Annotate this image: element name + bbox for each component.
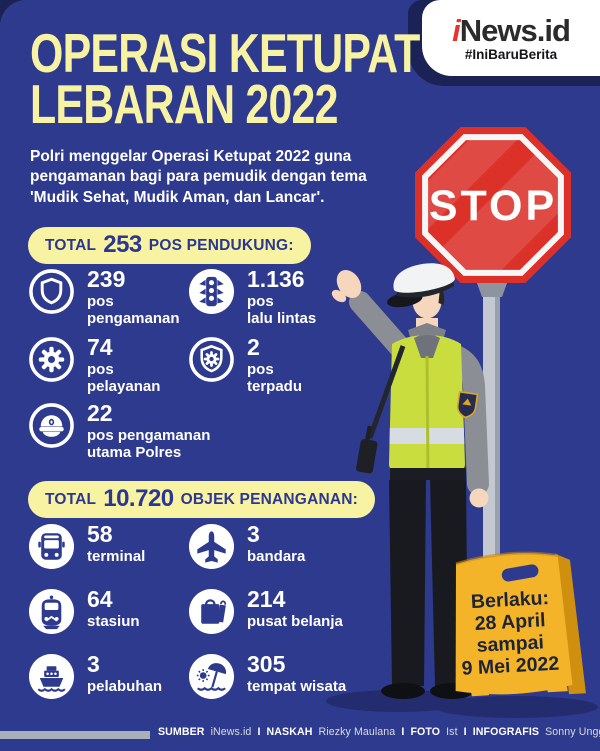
stat-label: pos terpadu (247, 361, 303, 395)
stat-tempat-wisata: 305 tempat wisata (188, 653, 346, 700)
logo-tagline: #IniBaruBerita (464, 46, 558, 62)
stat-value: 58 (87, 521, 113, 547)
inews-logo: iNews.id (452, 12, 571, 48)
credit-value: iNews.id (210, 726, 252, 738)
footer-credits: SUMBER iNews.id I NASKAH Riezky Maulana … (158, 726, 600, 738)
stat-label: bandara (247, 548, 306, 565)
gear-icon (28, 336, 75, 383)
stat-value: 3 (87, 651, 100, 677)
stat-value: 214 (247, 586, 286, 612)
credit-separator: I (463, 726, 467, 738)
stat-label: stasiun (87, 613, 140, 630)
support-posts-badge: TOTAL 253 POS PENDUKUNG: (28, 227, 311, 264)
stat-pos-terpadu: 2 pos terpadu (188, 336, 302, 396)
stat-label: pos pengamanan (87, 293, 180, 327)
page-title: OPERASI KETUPAT LEBARAN 2022 (30, 22, 529, 135)
badge-value: 253 (103, 230, 142, 258)
credit-label: NASKAH (266, 726, 313, 738)
inews-logo-card: iNews.id #IniBaruBerita (422, 0, 600, 76)
stat-value: 1.136 (247, 266, 305, 292)
stat-value: 2 (247, 334, 260, 360)
credit-value: Sonny Unggara (545, 726, 600, 738)
stat-pelabuhan: 3 pelabuhan (28, 653, 162, 700)
badge-suffix: OBJEK PENANGANAN: (180, 490, 358, 508)
traffic-light-icon (188, 268, 235, 315)
badge-prefix: TOTAL (45, 236, 97, 254)
stat-pusat-belanja: 214 pusat belanja (188, 588, 343, 635)
ship-icon (28, 653, 75, 700)
stat-label: pelabuhan (87, 678, 163, 695)
badge-prefix: TOTAL (45, 490, 97, 508)
handling-objects-badge: TOTAL 10.720 OBJEK PENANGANAN: (28, 481, 375, 518)
shield-gear-icon (188, 336, 235, 383)
footer-divider-bar (0, 731, 150, 739)
stat-pos-pengamanan: 239 pos pengamanan (28, 268, 180, 328)
police-hat-icon (28, 402, 75, 449)
train-icon (28, 588, 75, 635)
title-line-1: OPERASI KETUPAT (30, 22, 420, 84)
stat-stasiun: 64 stasiun (28, 588, 140, 635)
credit-value: Ist (446, 726, 458, 738)
shopping-bag-icon (188, 588, 235, 635)
stat-label: pos pengamanan utama Polres (87, 427, 211, 461)
stat-bandara: 3 bandara (188, 523, 305, 570)
stat-label: pusat belanja (247, 613, 343, 630)
bus-icon (28, 523, 75, 570)
beach-icon (188, 653, 235, 700)
stat-pos-lalu-lintas: 1.136 pos lalu lintas (188, 268, 316, 328)
stat-pos-pengamanan-utama: 22 pos pengamanan utama Polres (28, 402, 210, 462)
stat-value: 22 (87, 400, 113, 426)
stat-value: 239 (87, 266, 126, 292)
stat-value: 64 (87, 586, 113, 612)
stat-label: pos pelayanan (87, 361, 161, 395)
plane-icon (188, 523, 235, 570)
credit-separator: I (257, 726, 261, 738)
badge-value: 10.720 (103, 484, 174, 512)
stat-value: 305 (247, 651, 286, 677)
credit-separator: I (401, 726, 405, 738)
stat-pos-pelayanan: 74 pos pelayanan (28, 336, 160, 396)
title-line-2: LEBARAN 2022 (30, 72, 339, 135)
badge-suffix: POS PENDUKUNG: (148, 236, 294, 254)
shield-icon (28, 268, 75, 315)
stat-terminal: 58 terminal (28, 523, 145, 570)
stat-value: 3 (247, 521, 260, 547)
stat-label: pos lalu lintas (247, 293, 317, 327)
stat-label: tempat wisata (247, 678, 347, 695)
credit-label: SUMBER (158, 726, 205, 738)
credit-value: Riezky Maulana (318, 726, 396, 738)
intro-text: Polri menggelar Operasi Ketupat 2022 gun… (30, 148, 367, 206)
credit-label: INFOGRAFIS (472, 726, 540, 738)
stat-value: 74 (87, 334, 113, 360)
credit-label: FOTO (410, 726, 441, 738)
stat-label: terminal (87, 548, 146, 565)
